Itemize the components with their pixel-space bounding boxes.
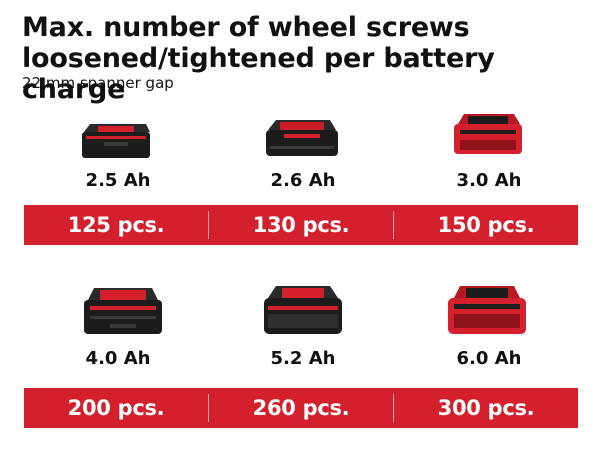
screw-count: 200 pcs.: [67, 396, 165, 420]
page-subtitle: 22 mm spanner gap: [22, 74, 174, 92]
count-band-row-2: 200 pcs. 260 pcs. 300 pcs.: [24, 388, 578, 428]
battery-3-0ah-icon: [454, 114, 522, 154]
screw-count: 260 pcs.: [252, 396, 350, 420]
screw-count: 150 pcs.: [437, 213, 535, 237]
battery-capacity-label: 6.0 Ah: [456, 348, 522, 369]
band-divider: [393, 394, 394, 422]
battery-6-0ah-icon: [448, 286, 526, 334]
battery-5-2ah-icon: [264, 286, 342, 334]
battery-capacity-label: 2.5 Ah: [85, 170, 151, 191]
battery-capacity-label: 5.2 Ah: [270, 348, 336, 369]
page-title: Max. number of wheel screws loosened/tig…: [22, 12, 495, 105]
battery-capacity-label: 2.6 Ah: [270, 170, 336, 191]
battery-capacity-label: 4.0 Ah: [85, 348, 151, 369]
band-divider: [393, 211, 394, 239]
band-divider: [208, 394, 209, 422]
battery-2-6ah-icon: [266, 120, 338, 156]
band-divider: [208, 211, 209, 239]
battery-2-5ah-icon: [82, 124, 150, 158]
screw-count: 300 pcs.: [437, 396, 535, 420]
battery-4-0ah-icon: [84, 288, 162, 334]
count-band-row-1: 125 pcs. 130 pcs. 150 pcs.: [24, 205, 578, 245]
screw-count: 125 pcs.: [67, 213, 165, 237]
battery-capacity-label: 3.0 Ah: [456, 170, 522, 191]
screw-count: 130 pcs.: [252, 213, 350, 237]
